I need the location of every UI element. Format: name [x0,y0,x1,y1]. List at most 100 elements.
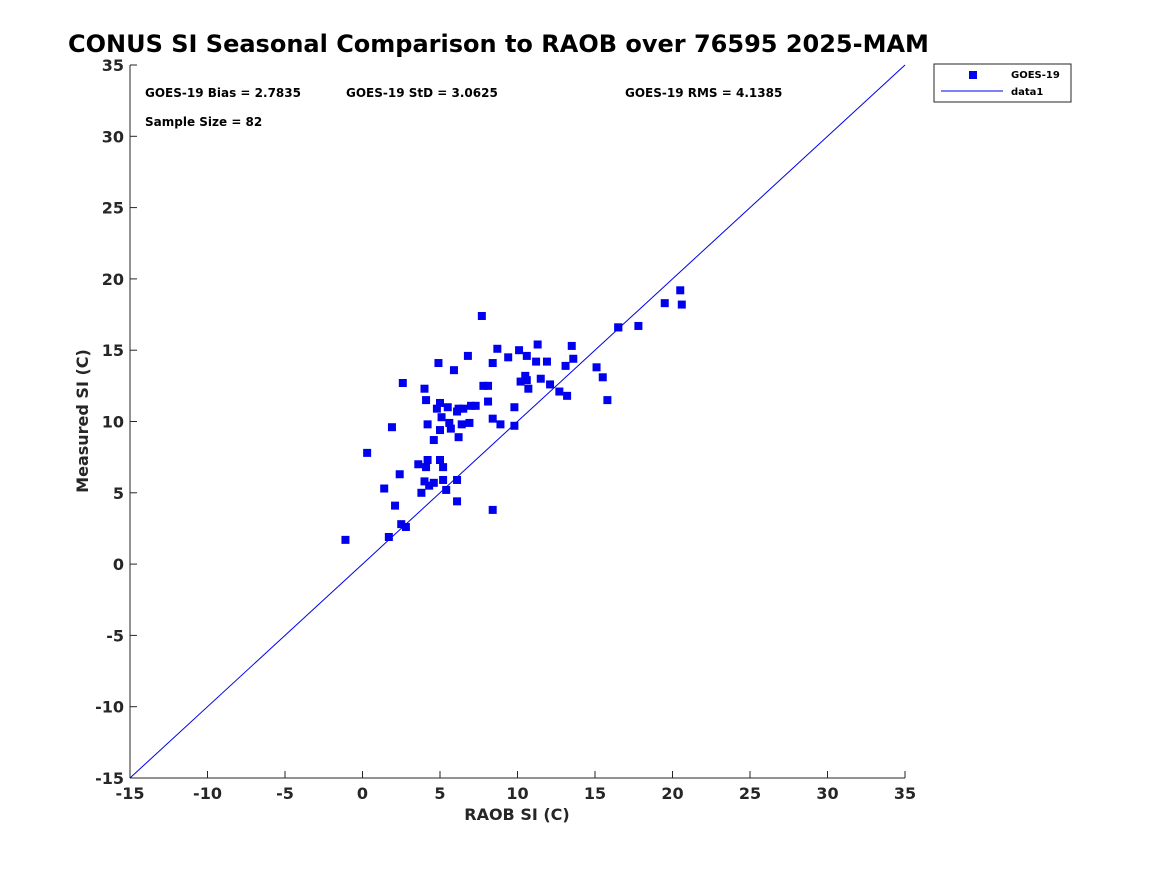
data-points [341,286,686,544]
data-point [397,520,406,529]
x-tick-label: 10 [506,784,528,803]
data-point [429,478,438,487]
data-point [439,463,448,472]
data-point [488,414,497,423]
data-point [522,351,531,360]
data-point [660,299,669,308]
x-tick-label: 0 [357,784,368,803]
y-tick-label: 35 [102,56,124,75]
data-point [422,396,431,405]
data-point [434,359,443,368]
legend: GOES-19 data1 [933,63,1072,103]
y-axis-label: Measured SI (C) [73,349,92,493]
data-point [432,404,441,413]
data-point [401,523,410,532]
data-point [420,384,429,393]
data-point [510,403,519,412]
data-point [634,321,643,330]
data-point [420,477,429,486]
data-point [423,420,432,429]
data-point [561,361,570,370]
data-point [395,470,404,479]
y-tick-label: 20 [102,270,124,289]
y-tick-label: -10 [95,698,124,717]
data-point [516,377,525,386]
y-tick-label: 15 [102,341,124,360]
data-point [521,371,530,380]
data-point [459,404,468,413]
data-point [567,341,576,350]
data-point [522,376,531,385]
data-point [436,456,444,465]
data-point [443,403,452,412]
data-point [524,384,533,393]
data-point [454,433,463,442]
y-tick-label: 25 [102,199,124,218]
data-point [479,381,488,390]
data-point [569,354,578,363]
legend-box [933,63,1072,103]
y-tick-label: 30 [102,127,124,146]
data-point [555,387,564,396]
data-point [677,300,686,309]
data-point [387,423,396,432]
data-point [453,475,462,484]
x-tick-label: -10 [193,784,222,803]
data-point [493,344,502,353]
x-tick-label: -15 [116,784,145,803]
data-point [563,391,572,400]
data-point [515,346,524,355]
data-point [363,448,372,457]
data-point [484,381,493,390]
data-point [676,286,685,295]
data-point [429,436,438,445]
data-point [449,366,458,375]
data-point [463,351,472,360]
data-point [439,475,448,484]
y-tick-label: -15 [95,769,124,788]
data-point [442,485,451,494]
data-point [477,311,486,320]
rms-annotation: GOES-19 RMS = 4.1385 [625,86,782,100]
data-point [592,363,601,372]
y-tick-label: 10 [102,413,124,432]
data-point [454,404,463,413]
x-tick-label: 15 [584,784,606,803]
y-tick-label: 5 [113,484,124,503]
data-point [391,501,400,510]
data-point [425,481,434,490]
data-point [471,401,480,410]
one-to-one-line [129,64,906,779]
x-axis-label: RAOB SI (C) [464,805,569,824]
data-point [488,505,497,514]
data-point [533,340,542,349]
data-point [510,421,519,430]
legend-label-goes19: GOES-19 [1011,70,1060,81]
data-point [467,401,475,410]
data-point [603,396,612,405]
data-point [546,380,555,389]
data-point [341,535,350,544]
data-point [423,456,432,465]
data-point [446,424,455,433]
x-tick-label: 5 [434,784,445,803]
data-point [457,420,466,429]
data-point [532,357,541,366]
data-point [536,374,545,383]
bias-annotation: GOES-19 Bias = 2.7835 [145,86,301,100]
sample-size-annotation: Sample Size = 82 [145,115,262,129]
data-point [614,323,623,332]
y-tick-label: -5 [106,626,124,645]
data-point [436,398,444,407]
y-ticks: -15 -10 -5 0 5 10 15 20 25 30 35 [95,56,137,788]
data-point [380,484,389,493]
data-point [465,418,474,427]
std-annotation: GOES-19 StD = 3.0625 [346,86,498,100]
x-ticks: -15 -10 -5 0 5 10 15 20 25 30 35 [116,771,916,803]
data-point [496,420,505,429]
x-tick-label: -5 [276,784,294,803]
data-point [384,533,393,542]
data-point [445,418,454,427]
data-point [542,357,551,366]
